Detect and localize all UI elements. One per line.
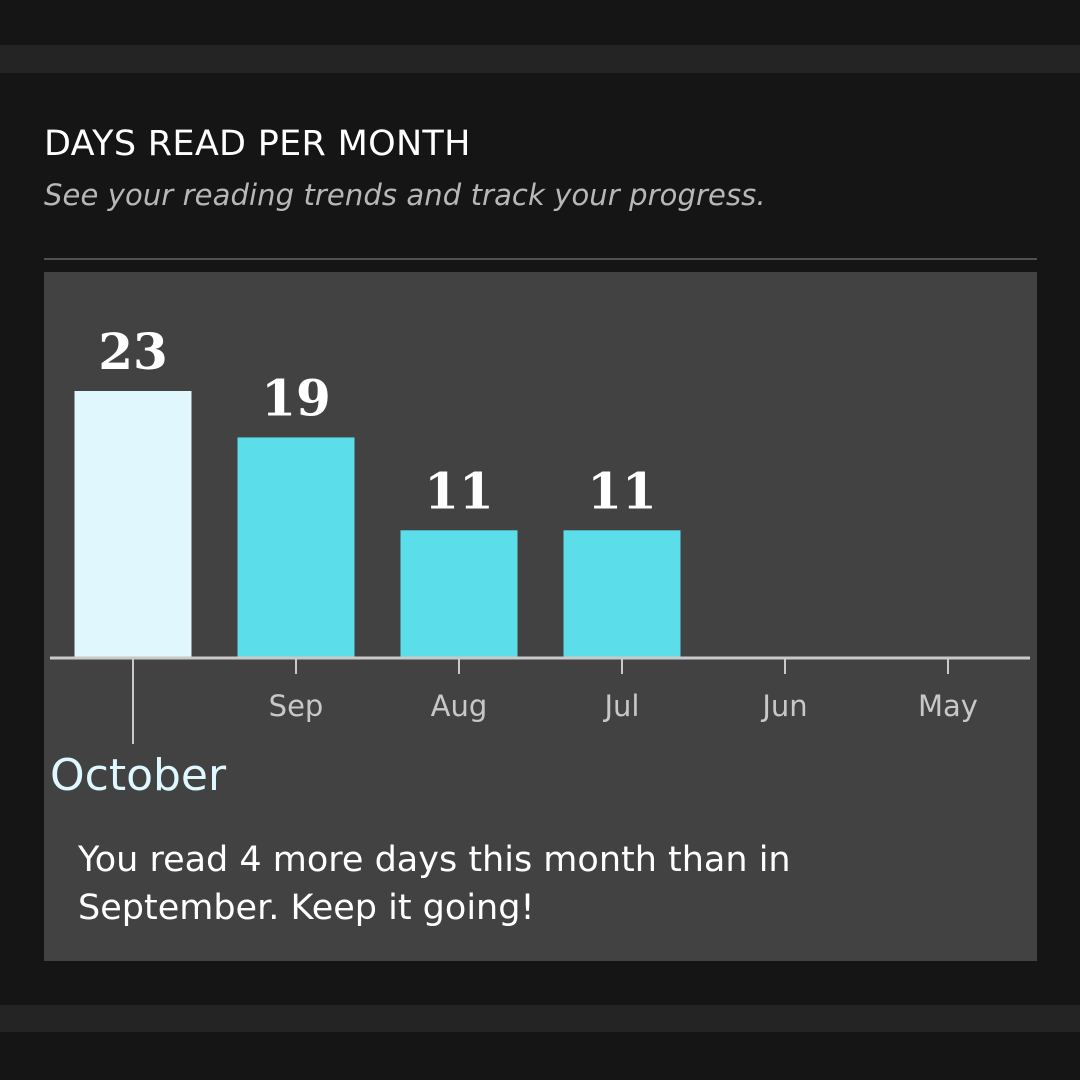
bar-value-label-aug: 11 [424,461,494,520]
comparison-message: You read 4 more days this month than in … [78,840,791,928]
bar-value-label-sep: 19 [261,368,331,427]
bar-oct[interactable] [74,391,192,658]
tick-label-aug[interactable]: Aug [431,689,488,723]
top-separator-band [0,45,1080,73]
bottom-separator-band [0,1005,1080,1032]
bar-aug[interactable] [400,530,518,658]
tick-label-sep[interactable]: Sep [269,689,324,723]
tick-label-may[interactable]: May [918,689,978,723]
card-title: DAYS READ PER MONTH [44,124,471,164]
header-divider [44,258,1037,260]
tick-label-jun[interactable]: Jun [760,689,807,723]
selected-month-label: October [50,750,227,801]
days-read-bar-chart: 23 19 Sep 11 Aug 11 Jul Jun May [50,322,1030,744]
bar-value-label-jul: 11 [587,461,657,520]
bar-sep[interactable] [237,437,355,658]
bar-jul[interactable] [563,530,681,658]
card-subtitle: See your reading trends and track your p… [44,178,766,212]
tick-label-jul[interactable]: Jul [603,689,640,723]
bar-value-label-oct: 23 [98,322,168,381]
days-read-chart-panel: 23 19 Sep 11 Aug 11 Jul Jun May October You read… [44,272,1037,961]
